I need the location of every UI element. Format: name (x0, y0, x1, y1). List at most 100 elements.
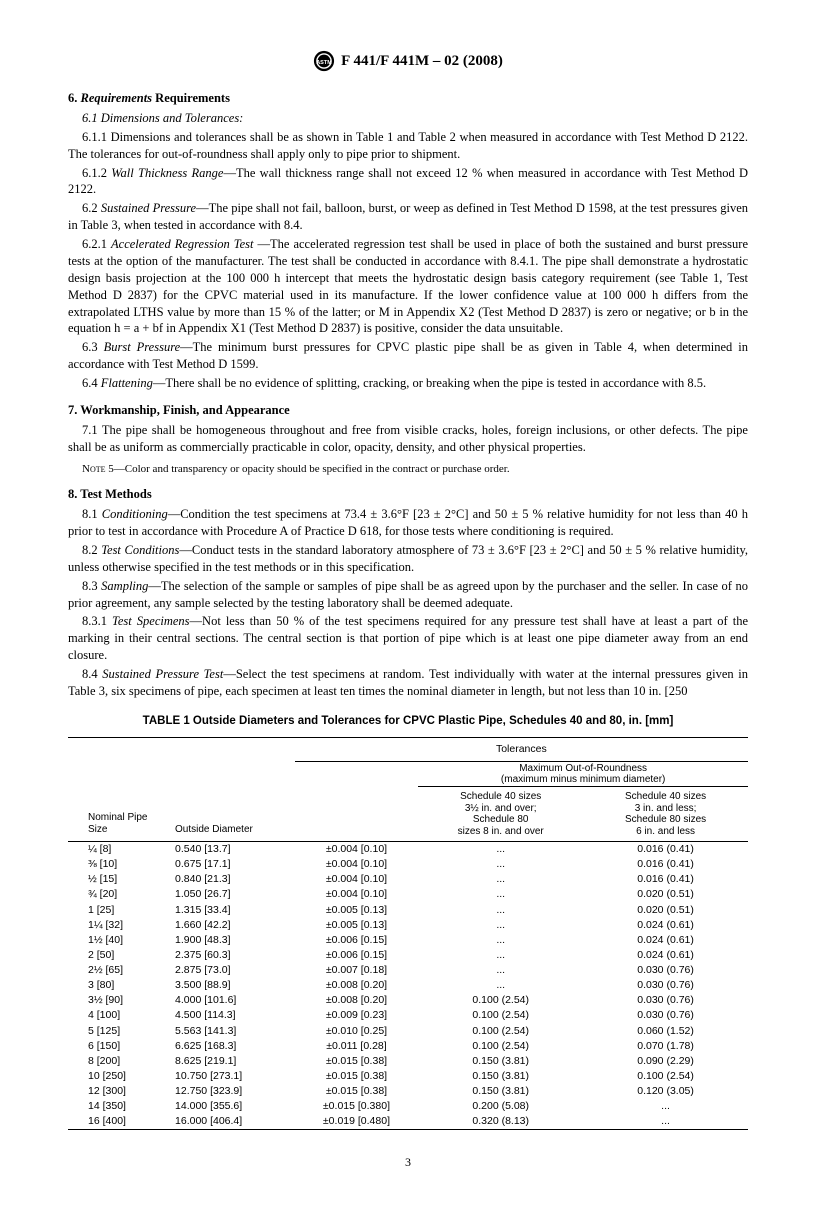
cell-tol: ±0.005 [0.13] (295, 903, 419, 918)
cell-od: 1.900 [48.3] (171, 933, 295, 948)
th-c4a: Schedule 40 sizes (422, 791, 579, 803)
page-number: 3 (68, 1154, 748, 1170)
para-6-1: 6.1 Dimensions and Tolerances: (68, 110, 748, 127)
table-row: 5 [125]5.563 [141.3]±0.010 [0.25]0.100 (… (68, 1024, 748, 1039)
table-row: 1¼ [32]1.660 [42.2]±0.005 [0.13]...0.024… (68, 918, 748, 933)
cell-od: 3.500 [88.9] (171, 978, 295, 993)
para-8-3-1: 8.3.1 Test Specimens—Not less than 50 % … (68, 613, 748, 664)
cell-size: 8 [200] (68, 1054, 171, 1069)
cell-size: ⅜ [10] (68, 857, 171, 872)
cell-oor1: 0.100 (2.54) (418, 1039, 583, 1054)
p83-txt: —The selection of the sample or samples … (68, 579, 748, 610)
page-header: ASTM F 441/F 441M – 02 (2008) (68, 50, 748, 72)
cell-tol: ±0.009 [0.23] (295, 1008, 419, 1023)
cell-oor2: 0.024 (0.61) (583, 933, 748, 948)
cell-od: 1.315 [33.4] (171, 903, 295, 918)
cell-tol: ±0.015 [0.38] (295, 1069, 419, 1084)
cell-size: 6 [150] (68, 1039, 171, 1054)
th-c5b: 3 in. and less; (587, 803, 744, 815)
cell-oor1: ... (418, 872, 583, 887)
cell-oor1: ... (418, 842, 583, 858)
p81-lbl: 8.1 (82, 507, 102, 521)
table1-title: TABLE 1 Outside Diameters and Tolerances… (68, 714, 748, 730)
cell-od: 2.375 [60.3] (171, 948, 295, 963)
cell-tol: ±0.015 [0.380] (295, 1099, 419, 1114)
cell-tol: ±0.006 [0.15] (295, 933, 419, 948)
cell-oor2: 0.120 (3.05) (583, 1084, 748, 1099)
cell-size: 5 [125] (68, 1024, 171, 1039)
sec8-title: Test Methods (80, 487, 151, 501)
note5-text: —Color and transparency or opacity shoul… (114, 463, 510, 475)
p831-lbl: 8.3.1 (82, 614, 112, 628)
cell-oor1: ... (418, 887, 583, 902)
p612-ital: Wall Thickness Range (111, 166, 223, 180)
cell-oor2: 0.030 (0.76) (583, 1008, 748, 1023)
th-oor2: (maximum minus minimum diameter) (422, 774, 744, 786)
cell-od: 8.625 [219.1] (171, 1054, 295, 1069)
cell-size: 16 [400] (68, 1114, 171, 1130)
p83-ital: Sampling (101, 579, 148, 593)
sec6-title2: Requirements (155, 91, 230, 105)
cell-od: 4.500 [114.3] (171, 1008, 295, 1023)
cell-size: 2 [50] (68, 948, 171, 963)
th-tolerances: Tolerances (295, 738, 748, 761)
cell-oor2: ... (583, 1114, 748, 1130)
cell-oor2: 0.060 (1.52) (583, 1024, 748, 1039)
para-6-1-1: 6.1.1 Dimensions and tolerances shall be… (68, 129, 748, 163)
table-row: 12 [300]12.750 [323.9]±0.015 [0.38]0.150… (68, 1084, 748, 1099)
para-6-4: 6.4 Flattening—There shall be no evidenc… (68, 375, 748, 392)
sec6-num: 6. (68, 91, 77, 105)
para-6-1-text: 6.1 Dimensions and Tolerances: (82, 111, 243, 125)
table-row: 4 [100]4.500 [114.3]±0.009 [0.23]0.100 (… (68, 1008, 748, 1023)
section-7-heading: 7. Workmanship, Finish, and Appearance (68, 402, 748, 419)
cell-oor1: 0.150 (3.81) (418, 1054, 583, 1069)
cell-oor1: ... (418, 903, 583, 918)
cell-tol: ±0.019 [0.480] (295, 1114, 419, 1130)
th-c4d: sizes 8 in. and over (422, 826, 579, 838)
cell-tol: ±0.007 [0.18] (295, 963, 419, 978)
note5-label: Note 5 (82, 463, 114, 475)
table-row: ¾ [20]1.050 [26.7]±0.004 [0.10]...0.020 … (68, 887, 748, 902)
th-c5d: 6 in. and less (587, 826, 744, 838)
th-oor: Maximum Out-of-Roundness (422, 763, 744, 775)
cell-tol: ±0.004 [0.10] (295, 872, 419, 887)
p62-ital: Sustained Pressure (101, 201, 196, 215)
cell-size: 2½ [65] (68, 963, 171, 978)
p621-lbl: 6.2.1 (82, 237, 111, 251)
cell-tol: ±0.004 [0.10] (295, 887, 419, 902)
cell-oor1: ... (418, 918, 583, 933)
cell-oor2: 0.024 (0.61) (583, 918, 748, 933)
p63-lbl: 6.3 (82, 340, 104, 354)
cell-tol: ±0.010 [0.25] (295, 1024, 419, 1039)
cell-tol: ±0.011 [0.28] (295, 1039, 419, 1054)
cell-oor2: 0.016 (0.41) (583, 872, 748, 887)
th-od: Outside Diameter (171, 787, 295, 842)
cell-oor1: ... (418, 857, 583, 872)
svg-text:ASTM: ASTM (316, 60, 332, 66)
para-7-1: 7.1 The pipe shall be homogeneous throug… (68, 422, 748, 456)
table1-body: ¼ [8]0.540 [13.7]±0.004 [0.10]...0.016 (… (68, 842, 748, 1130)
cell-tol: ±0.004 [0.10] (295, 857, 419, 872)
cell-oor1: 0.320 (8.13) (418, 1114, 583, 1130)
para-8-1: 8.1 Conditioning—Condition the test spec… (68, 506, 748, 540)
cell-tol: ±0.004 [0.10] (295, 842, 419, 858)
p62-lbl: 6.2 (82, 201, 101, 215)
cell-size: ½ [15] (68, 872, 171, 887)
p81-ital: Conditioning (102, 507, 168, 521)
cell-oor2: 0.020 (0.51) (583, 903, 748, 918)
para-8-2: 8.2 Test Conditions—Conduct tests in the… (68, 542, 748, 576)
th-c5a: Schedule 40 sizes (587, 791, 744, 803)
p64-txt: —There shall be no evidence of splitting… (153, 376, 706, 390)
p82-lbl: 8.2 (82, 543, 101, 557)
para-8-3: 8.3 Sampling—The selection of the sample… (68, 578, 748, 612)
cell-size: 1¼ [32] (68, 918, 171, 933)
cell-oor2: 0.030 (0.76) (583, 993, 748, 1008)
p64-lbl: 6.4 (82, 376, 101, 390)
table-row: 2½ [65]2.875 [73.0]±0.007 [0.18]...0.030… (68, 963, 748, 978)
cell-tol: ±0.008 [0.20] (295, 978, 419, 993)
cell-oor1: 0.100 (2.54) (418, 1024, 583, 1039)
para-8-4: 8.4 Sustained Pressure Test—Select the t… (68, 666, 748, 700)
cell-od: 6.625 [168.3] (171, 1039, 295, 1054)
cell-size: 12 [300] (68, 1084, 171, 1099)
astm-logo-icon: ASTM (313, 50, 335, 72)
